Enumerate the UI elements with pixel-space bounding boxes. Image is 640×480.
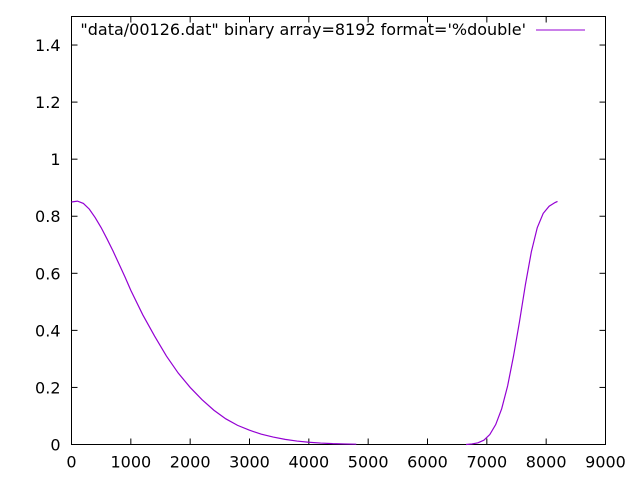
x-tick-label: 5000 bbox=[348, 453, 389, 472]
legend: "data/00126.dat" binary array=8192 forma… bbox=[80, 20, 585, 39]
x-tick-label: 0 bbox=[66, 453, 76, 472]
x-tick-label: 9000 bbox=[585, 453, 626, 472]
series-line bbox=[71, 200, 357, 445]
series-line bbox=[466, 200, 558, 446]
plot-frame bbox=[71, 16, 606, 445]
x-tick-label: 3000 bbox=[229, 453, 270, 472]
y-tick-label: 1.4 bbox=[35, 36, 60, 55]
legend-entry-label: "data/00126.dat" binary array=8192 forma… bbox=[80, 20, 526, 39]
x-tick-label: 7000 bbox=[466, 453, 507, 472]
y-tick-label: 0.6 bbox=[35, 264, 60, 283]
y-tick-label: 0.8 bbox=[35, 207, 60, 226]
y-tick-label: 1.2 bbox=[35, 93, 60, 112]
x-tick-label: 6000 bbox=[407, 453, 448, 472]
axis-tick-labels: 0 1000 2000 3000 4000 5000 6000 7000 8000 9000 0 0.… bbox=[35, 36, 626, 471]
y-tick-label: 0.2 bbox=[35, 378, 60, 397]
y-tick-label: 1 bbox=[50, 150, 60, 169]
axis-ticks bbox=[71, 16, 606, 445]
x-tick-label: 4000 bbox=[288, 453, 329, 472]
x-tick-label: 8000 bbox=[526, 453, 567, 472]
x-tick-label: 1000 bbox=[110, 453, 151, 472]
x-tick-label: 2000 bbox=[170, 453, 211, 472]
y-tick-label: 0 bbox=[50, 436, 60, 455]
series-layer bbox=[71, 200, 558, 446]
y-tick-label: 0.4 bbox=[35, 321, 60, 340]
